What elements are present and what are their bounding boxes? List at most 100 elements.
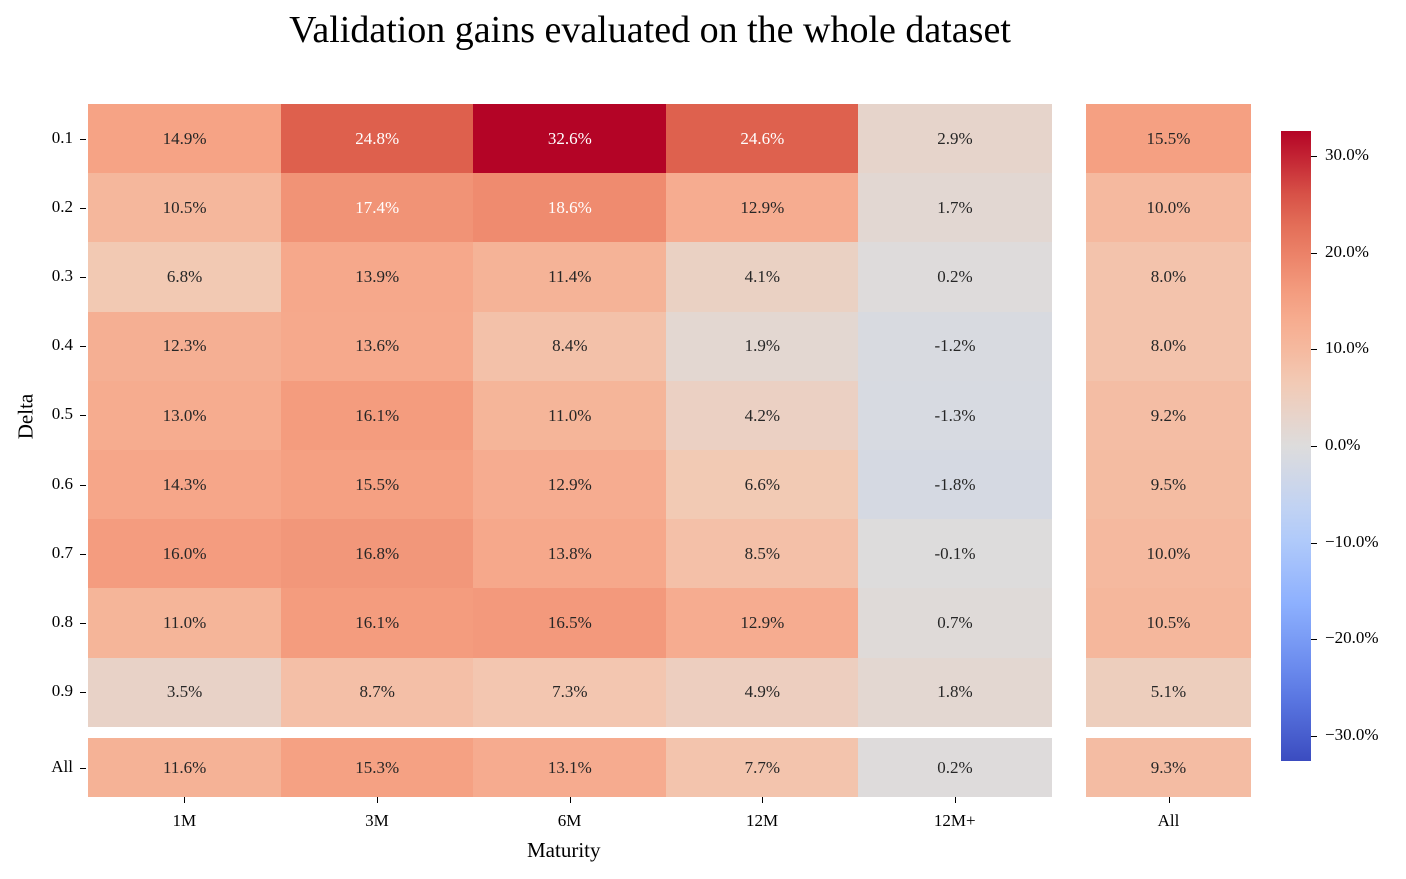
heatmap-cell: 12.3% [88,311,282,382]
heatmap-cell: 6.8% [88,242,282,313]
all-row-cell: 0.2% [858,738,1052,797]
heatmap-cell: 14.3% [88,450,282,520]
colorbar-tick-label: −20.0% [1325,628,1379,648]
all-column-cell: 10.5% [1086,588,1251,659]
y-tick [80,415,86,417]
heatmap-cell: 12.9% [665,588,859,659]
heatmap-cell: 2.9% [858,104,1052,174]
heatmap-cell: 16.0% [88,519,282,589]
heatmap-cell: -1.2% [858,311,1052,382]
y-tick [80,623,86,624]
heatmap-cell: 8.7% [280,657,474,728]
x-tick [1168,797,1170,803]
heatmap-cell: 24.8% [280,104,474,174]
heatmap-cell: -1.8% [858,450,1052,520]
colorbar-tick-label: 20.0% [1325,241,1369,261]
heatmap-cell: 12.9% [473,450,667,520]
x-tick [569,797,571,803]
x-axis-title: Maturity [527,838,601,862]
x-tick-label: 12M [746,811,779,830]
y-tick [80,484,86,486]
y-tick [80,138,86,140]
all-column-cell: 10.0% [1086,519,1251,589]
y-tick-label: 0.4 [51,335,73,355]
heatmap-cell: 13.8% [473,519,667,589]
chart-title: Validation gains evaluated on the whole … [289,9,1011,51]
x-tick [762,797,764,803]
heatmap-cell: 16.5% [473,588,667,659]
colorbar-tick [1311,542,1317,544]
y-tick [80,277,86,278]
all-column-cell: 15.5% [1086,104,1251,174]
heatmap-cell: 18.6% [473,173,667,243]
heatmap-cell: -0.1% [858,519,1052,589]
colorbar-tick [1311,639,1317,641]
colorbar-tick [1311,156,1317,158]
heatmap-cell: 13.0% [88,380,282,451]
all-column-cell: 10.0% [1086,173,1251,243]
y-tick [80,207,86,209]
colorbar-tick-label: 0.0% [1325,435,1361,454]
heatmap-cell: 1.9% [665,311,859,382]
x-tick [184,797,186,803]
heatmap-cell: 4.1% [665,242,859,313]
heatmap-cell: 16.8% [280,519,474,589]
all-row-cell: 13.1% [473,738,667,797]
colorbar [1281,131,1311,761]
y-tick-label: 0.1 [51,127,73,147]
heatmap-cell: 4.9% [665,657,859,728]
heatmap-cell: 13.9% [280,242,474,313]
heatmap-cell: 11.0% [88,588,282,659]
heatmap-cell: 3.5% [88,657,282,728]
all-column-cell: 9.5% [1086,450,1251,520]
heatmap-cell: 16.1% [280,588,474,659]
x-tick [376,797,378,803]
heatmap-cell: 15.5% [280,450,474,520]
all-column-cell: 8.0% [1086,311,1251,382]
heatmap-cell: 11.4% [473,242,667,313]
y-tick [80,767,86,769]
colorbar-tick-label: −10.0% [1325,531,1379,551]
colorbar-tick [1311,349,1317,351]
all-column-cell: 9.2% [1086,380,1251,451]
all-column-cell: 5.1% [1086,657,1251,728]
colorbar-tick-label: −30.0% [1325,724,1379,744]
heatmap-cell: 12.9% [665,173,859,243]
y-tick-label: 0.8 [51,612,73,631]
heatmap-cell: 0.7% [858,588,1052,659]
heatmap-cell: 13.6% [280,311,474,382]
y-tick-label: 0.2 [51,196,73,216]
heatmap-cell: 11.0% [473,380,667,451]
heatmap-cell: 1.8% [858,657,1052,728]
x-tick-label: 1M [172,811,197,830]
colorbar-tick-label: 10.0% [1325,338,1369,358]
y-tick [80,553,86,555]
heatmap-cell: -1.3% [858,380,1052,451]
heatmap-cell: 1.7% [858,173,1052,243]
x-tick [954,797,956,803]
y-tick-label: 0.5 [51,404,73,424]
heatmap-cell: 8.4% [473,311,667,382]
y-tick-label: All [51,756,73,776]
all-row-cell: 11.6% [88,738,282,797]
x-tick-label: 3M [365,811,389,830]
grand-total-cell: 9.3% [1086,738,1251,797]
heatmap-cell: 4.2% [665,380,859,451]
heatmap-cell: 17.4% [280,173,474,243]
y-tick-label: 0.9 [51,681,73,701]
heatmap-cell: 10.5% [88,173,282,243]
colorbar-tick-label: 30.0% [1325,145,1369,165]
colorbar-tick [1311,252,1317,254]
x-tick-label: 12M+ [933,811,976,830]
heatmap-cell: 16.1% [280,380,474,451]
y-tick [80,346,86,348]
all-row-cell: 15.3% [280,738,474,797]
y-tick-label: 0.3 [51,266,73,285]
heatmap-cell: 0.2% [858,242,1052,313]
heatmap-cell: 24.6% [665,104,859,174]
heatmap-cell: 7.3% [473,657,667,728]
heatmap-cell: 6.6% [665,450,859,520]
all-column-cell: 8.0% [1086,242,1251,313]
y-tick [80,692,86,694]
